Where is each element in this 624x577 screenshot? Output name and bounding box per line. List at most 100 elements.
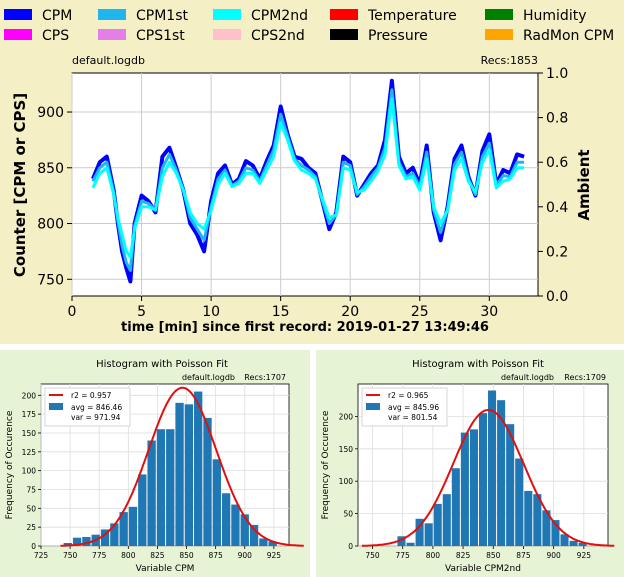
legend-swatch-3 <box>330 9 358 20</box>
hr-y-tick-3: 150 <box>339 445 354 454</box>
hl-y-tick-6: 150 <box>22 429 37 438</box>
legend-label-7: CPS2nd <box>251 28 305 44</box>
histogram-left-bars <box>63 391 277 546</box>
top-y-ticks-left: 750 800 850 900 <box>37 105 72 288</box>
hr-bar-12 <box>506 424 515 546</box>
hr-bar-3 <box>424 523 433 546</box>
hr-bar-0 <box>397 536 406 546</box>
top-y2-tick-3: 0.6 <box>546 155 568 171</box>
top-x-tick-3: 15 <box>272 304 290 320</box>
histogram-right-fit <box>361 408 615 547</box>
hr-bar-14 <box>524 490 533 546</box>
legend-swatch-6 <box>98 29 126 40</box>
hr-x-tick-2: 800 <box>426 551 441 560</box>
hl-y-tick-1: 25 <box>26 523 36 532</box>
top-x-tick-2: 10 <box>202 304 220 320</box>
legend-label-4: Humidity <box>523 8 586 24</box>
top-file-label: default.logdb <box>72 54 145 67</box>
top-recs-label: Recs:1853 <box>481 54 538 67</box>
legend-swatch-5 <box>4 29 32 40</box>
histogram-left-recs: Recs:1707 <box>244 373 286 382</box>
hl-x-tick-5: 850 <box>179 551 194 560</box>
hr-y-tick-2: 100 <box>339 477 354 486</box>
histogram-right-r2: r2 = 0.965 <box>388 391 429 400</box>
hl-y-tick-8: 200 <box>22 391 37 400</box>
hl-bar-7 <box>128 506 138 546</box>
hl-x-tick-6: 875 <box>208 551 223 560</box>
hr-x-tick-1: 775 <box>396 551 411 560</box>
hr-x-tick-5: 875 <box>516 551 531 560</box>
legend-label-3: Temperature <box>367 8 457 24</box>
legend-swatch-4 <box>485 9 513 20</box>
top-x-tick-4: 20 <box>341 304 359 320</box>
histogram-left-title: Histogram with Poisson Fit <box>96 359 228 370</box>
hr-bar-11 <box>497 400 506 546</box>
hr-bar-18 <box>560 534 569 546</box>
hr-y-tick-4: 200 <box>339 412 354 421</box>
hr-x-tick-0: 750 <box>365 551 380 560</box>
legend-swatch-1 <box>98 9 126 20</box>
histogram-left-x-ticks: 725 750 775 800 825 850 875 900 925 <box>34 546 281 560</box>
hr-bar-1 <box>406 542 415 546</box>
hr-bar-4 <box>433 503 442 546</box>
histogram-left-var: var = 971.94 <box>71 413 121 422</box>
hl-bar-13 <box>184 404 194 546</box>
top-y2-tick-1: 0.2 <box>546 244 568 260</box>
hr-bar-8 <box>469 429 478 546</box>
hr-bar-2 <box>415 518 424 546</box>
hr-bar-15 <box>533 494 542 546</box>
hl-bar-22 <box>268 541 277 546</box>
hl-bar-9 <box>147 440 156 546</box>
top-chart-panel: CPM CPM1st CPM2nd Temperature Humidity CPS CPS… <box>0 0 624 344</box>
hl-bar-19 <box>240 514 249 546</box>
hr-bar-16 <box>542 510 551 546</box>
legend-swatch-2 <box>213 9 241 20</box>
top-y2-tick-2: 0.4 <box>546 200 568 216</box>
hl-x-tick-3: 800 <box>121 551 136 560</box>
hl-y-tick-5: 125 <box>22 448 37 457</box>
top-x-tick-0: 0 <box>68 304 77 320</box>
legend-swatch-8 <box>330 29 358 40</box>
hl-bar-12 <box>175 402 184 546</box>
hl-x-tick-4: 825 <box>150 551 165 560</box>
legend-label-8: Pressure <box>368 28 428 44</box>
top-y-tick-0: 750 <box>37 272 64 288</box>
hl-x-tick-2: 775 <box>92 551 107 560</box>
legend-swatch-9 <box>485 29 513 40</box>
hl-bar-11 <box>166 429 175 546</box>
hl-y-tick-3: 75 <box>26 485 36 494</box>
hr-bar-17 <box>551 520 560 546</box>
top-plot-area <box>71 72 539 297</box>
top-x-tick-1: 5 <box>137 304 146 320</box>
hl-bar-17 <box>221 493 231 546</box>
top-lines <box>91 78 525 284</box>
top-y2-tick-0: 0.0 <box>546 289 568 305</box>
hl-y-tick-0: 0 <box>31 542 36 551</box>
hr-y-tick-0: 0 <box>348 542 353 551</box>
histogram-right-file: default.logdb <box>501 373 554 382</box>
histogram-left-file: default.logdb <box>182 373 235 382</box>
hl-x-tick-1: 750 <box>63 551 78 560</box>
hl-bar-8 <box>138 474 147 546</box>
top-x-tick-5: 25 <box>411 304 429 320</box>
legend-swatch-7 <box>213 29 241 40</box>
top-y-label-left: Counter [CPM or CPS] <box>11 93 29 277</box>
top-legend: CPM CPM1st CPM2nd Temperature Humidity CPS CPS… <box>4 8 614 44</box>
histogram-left-panel: Histogram with Poisson Fit default.logdb… <box>0 350 310 577</box>
hr-fit-curve <box>361 408 615 547</box>
histogram-left-y-label: Frequency of Occurence <box>5 410 15 519</box>
histogram-right-var: var = 801.54 <box>388 413 438 422</box>
hl-x-tick-8: 925 <box>267 551 282 560</box>
top-x-ticks: 0 5 10 15 20 25 30 <box>68 296 498 320</box>
legend-label-9: RadMon CPM <box>523 28 614 44</box>
hr-bar-13 <box>515 458 524 546</box>
legend-label-0: CPM <box>42 8 72 24</box>
hl-bar-1 <box>72 537 82 546</box>
histogram-right-legend: r2 = 0.965 avg = 845.96 var = 801.54 <box>361 387 448 427</box>
hl-bar-16 <box>212 459 221 546</box>
histogram-right-y-label: Frequency of Occurence <box>321 410 331 519</box>
histogram-right-title: Histogram with Poisson Fit <box>412 359 544 370</box>
top-y-tick-3: 900 <box>37 105 64 121</box>
histogram-left-avg: avg = 846.46 <box>71 403 122 412</box>
legend-label-1: CPM1st <box>136 8 188 24</box>
